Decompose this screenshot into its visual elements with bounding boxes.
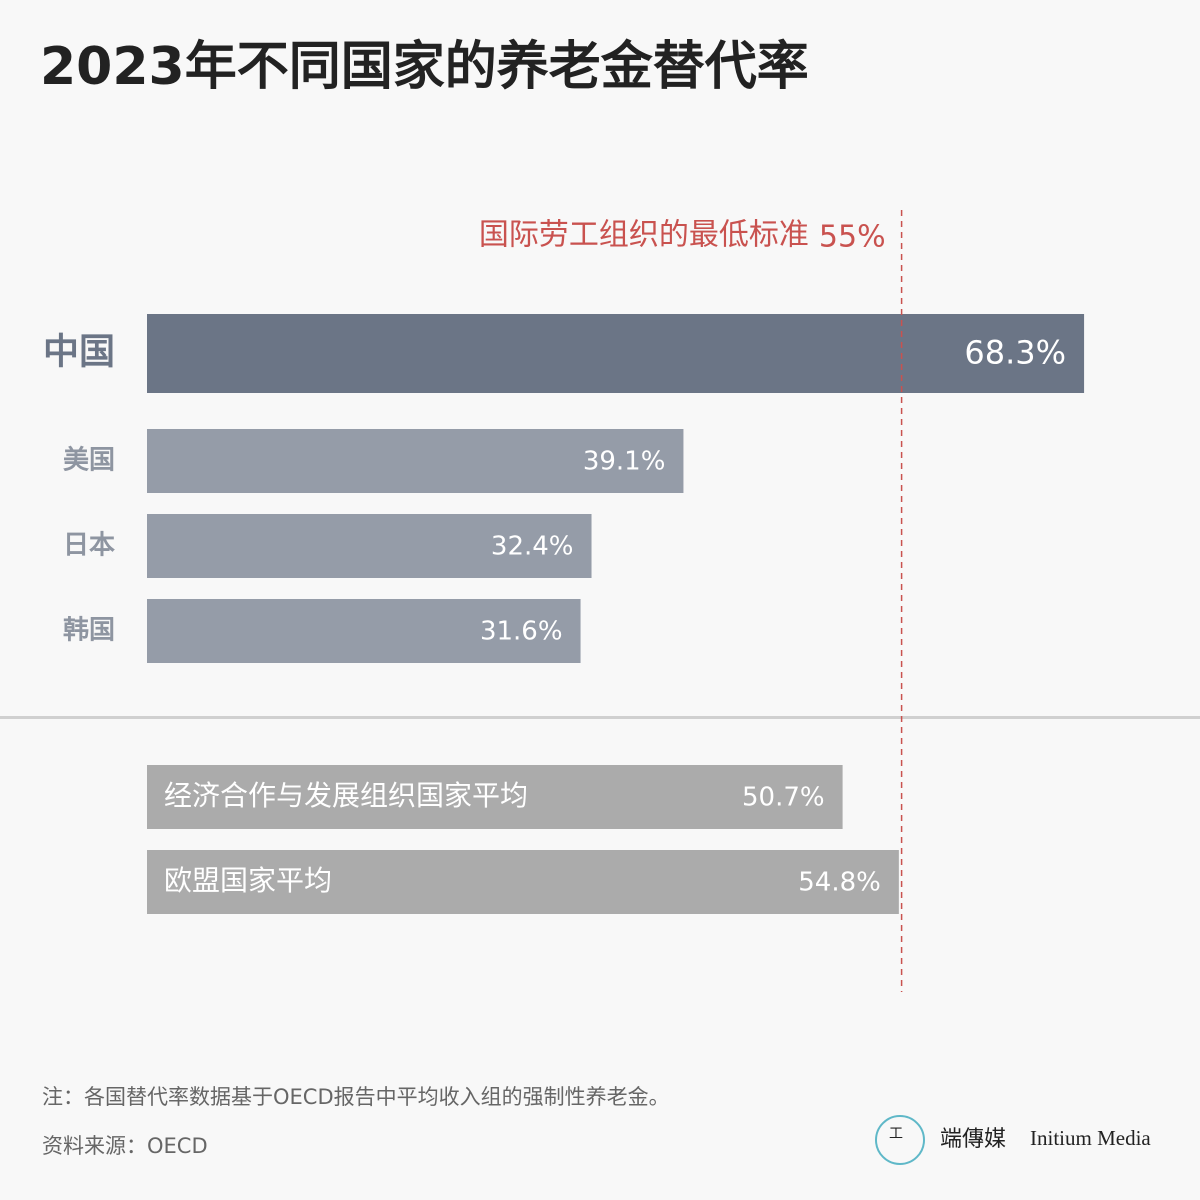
- bar: [147, 514, 592, 578]
- bar: [147, 429, 684, 493]
- category-label: 日本: [63, 531, 115, 561]
- chart-title: 2023年不同国家的养老金替代率: [40, 37, 809, 97]
- value-label: 50.7%: [742, 783, 825, 813]
- value-label: 39.1%: [583, 447, 666, 477]
- category-label: 经济合作与发展组织国家平均: [164, 779, 528, 812]
- bar: [147, 599, 581, 663]
- category-label: 韩国: [63, 616, 115, 646]
- category-label: 欧盟国家平均: [164, 864, 332, 897]
- value-label: 68.3%: [964, 334, 1066, 372]
- bar: [147, 765, 843, 829]
- separator: [0, 716, 1200, 719]
- category-label: 美国: [63, 445, 115, 476]
- brand-en: Initium Media: [1030, 1126, 1151, 1150]
- value-label: 54.8%: [798, 868, 881, 898]
- bar: [147, 850, 899, 914]
- source: 资料来源：OECD: [42, 1134, 208, 1158]
- value-label: 32.4%: [491, 532, 574, 562]
- note: 注：各国替代率数据基于OECD报告中平均收入组的强制性养老金。: [42, 1085, 670, 1109]
- category-label: 中国: [43, 332, 115, 373]
- logo-circle: [875, 1115, 925, 1165]
- brand: 端傳媒: [940, 1127, 1006, 1152]
- logo-glyph: 工: [889, 1126, 903, 1142]
- reference-label: 国际劳工组织的最低标准: [479, 218, 809, 253]
- value-label: 31.6%: [480, 617, 563, 647]
- reference-value: 55%: [819, 220, 886, 255]
- bar: [147, 314, 1085, 393]
